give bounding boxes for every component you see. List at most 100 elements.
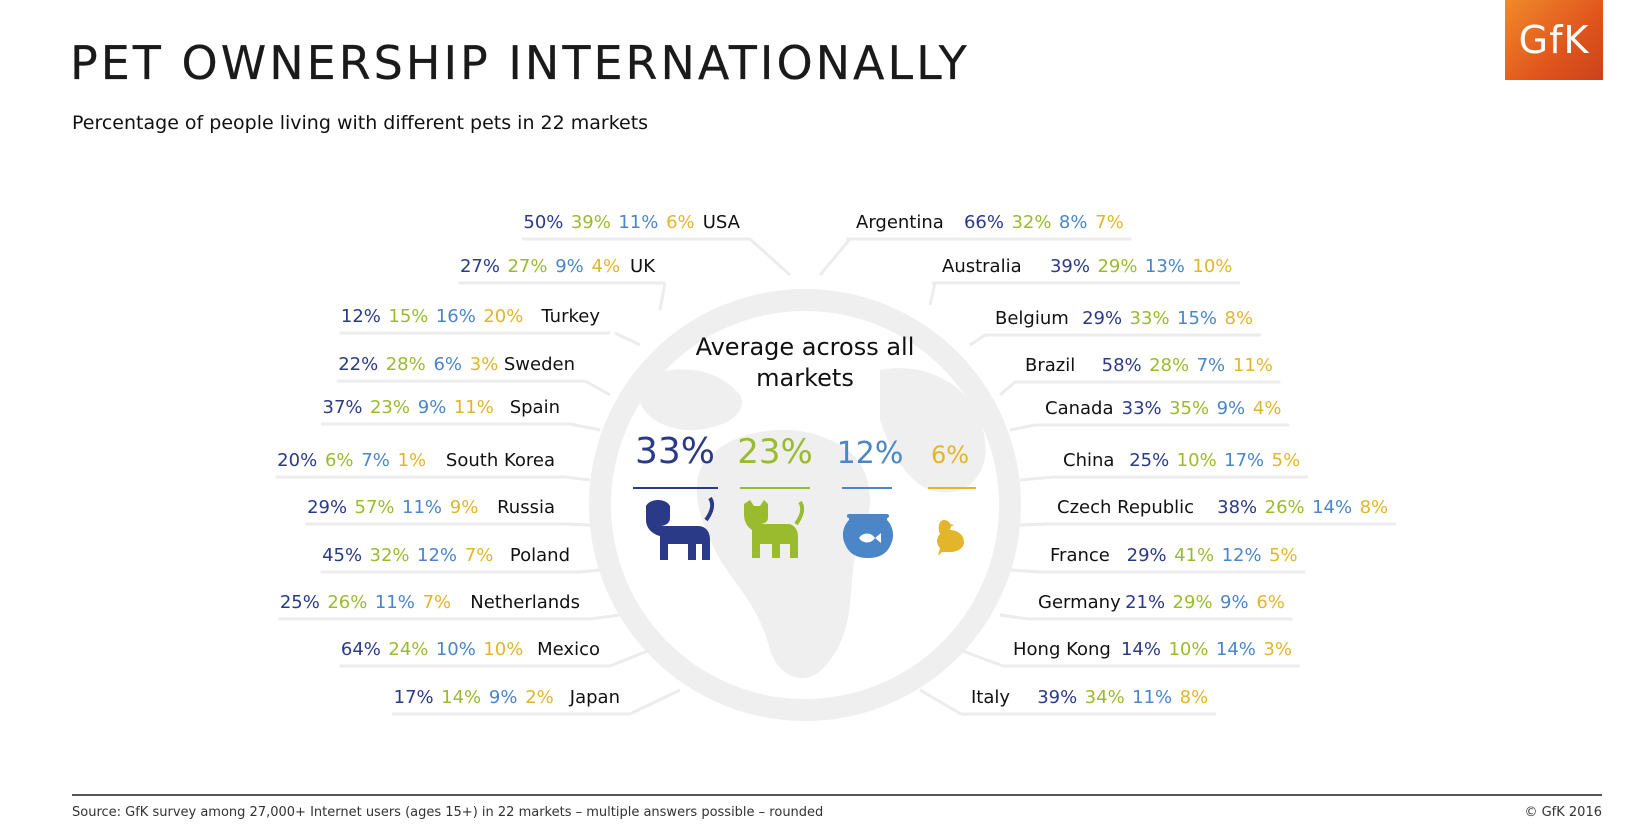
globe-background — [589, 289, 1021, 721]
value-label: 29% — [1127, 545, 1167, 566]
country-label: Sweden — [504, 354, 575, 375]
average-value-fish: 12% — [837, 436, 904, 471]
value-label: 11% — [375, 592, 415, 613]
value-label: 12% — [417, 545, 457, 566]
value-label: 29% — [307, 497, 347, 518]
dog-icon — [646, 496, 715, 560]
connector-line — [629, 688, 681, 716]
value-label: 15% — [388, 306, 428, 327]
value-label: 58% — [1102, 355, 1142, 376]
connector-line — [614, 331, 641, 347]
value-label: 38% — [1217, 497, 1257, 518]
value-label: 8% — [1225, 308, 1254, 329]
country-label: Belgium — [995, 308, 1069, 329]
connector-line — [564, 522, 591, 527]
market-row: Brazil 58% 28% 7% 11% — [1025, 355, 1273, 376]
value-label: 15% — [1177, 308, 1217, 329]
value-label: 11% — [1132, 687, 1172, 708]
footer-rule — [72, 794, 1602, 796]
country-label: Italy — [971, 687, 1010, 708]
connector-line — [959, 648, 1004, 668]
market-row: Argentina 66% 32% 8% 7% — [856, 212, 1124, 233]
value-label: 8% — [1059, 212, 1088, 233]
country-label: Russia — [497, 497, 555, 518]
connector-line — [589, 613, 621, 621]
value-label: 20% — [483, 306, 523, 327]
market-row: South Korea 1% 7% 6% 20% — [277, 450, 555, 471]
market-row: China 25% 10% 17% 5% — [1063, 450, 1300, 471]
average-value-bird: 6% — [931, 441, 969, 469]
country-label: Argentina — [856, 212, 944, 233]
connector-line — [1019, 475, 1054, 482]
connector-line — [999, 380, 1016, 397]
value-label: 9% — [555, 256, 584, 277]
value-label: 28% — [1149, 355, 1189, 376]
value-label: 6% — [1256, 592, 1285, 613]
value-label: 7% — [1095, 212, 1124, 233]
country-label: USA — [703, 212, 741, 233]
value-label: 20% — [277, 450, 317, 471]
value-label: 14% — [441, 687, 481, 708]
connector-line — [584, 379, 611, 397]
average-value-cat: 23% — [737, 432, 813, 472]
market-row: Spain 11% 9% 23% 37% — [323, 397, 560, 418]
country-label: Mexico — [537, 639, 600, 660]
value-label: 27% — [507, 256, 547, 277]
country-label: South Korea — [446, 450, 555, 471]
value-label: 10% — [483, 639, 523, 660]
value-label: 10% — [1192, 256, 1232, 277]
value-label: 10% — [1177, 450, 1217, 471]
value-label: 26% — [1265, 497, 1305, 518]
value-label: 9% — [450, 497, 479, 518]
value-label: 35% — [1169, 398, 1209, 419]
bird-icon — [937, 520, 964, 556]
value-label: 11% — [618, 212, 658, 233]
country-label: Poland — [510, 545, 570, 566]
value-label: 34% — [1085, 687, 1125, 708]
market-row: Netherlands 7% 11% 26% 25% — [280, 592, 580, 613]
country-label: Canada — [1045, 398, 1114, 419]
value-label: 6% — [433, 354, 462, 375]
globe-landmass — [638, 369, 742, 430]
value-label: 25% — [280, 592, 320, 613]
logo-text: GfK — [1518, 18, 1590, 62]
value-label: 27% — [460, 256, 500, 277]
value-label: 29% — [1173, 592, 1213, 613]
country-label: China — [1063, 450, 1114, 471]
value-label: 45% — [322, 545, 362, 566]
value-label: 39% — [1037, 687, 1077, 708]
value-label: 57% — [355, 497, 395, 518]
market-row: Poland 7% 12% 32% 45% — [322, 545, 570, 566]
value-label: 10% — [436, 639, 476, 660]
globe-landmass — [696, 430, 870, 679]
connector-line — [818, 238, 852, 276]
value-label: 37% — [323, 397, 363, 418]
value-label: 9% — [489, 687, 518, 708]
value-label: 29% — [1082, 308, 1122, 329]
connector-line — [748, 237, 792, 277]
value-label: 4% — [1253, 398, 1282, 419]
value-label: 33% — [1122, 398, 1162, 419]
value-label: 7% — [361, 450, 390, 471]
value-label: 24% — [388, 639, 428, 660]
value-label: 26% — [327, 592, 367, 613]
value-label: 14% — [1312, 497, 1352, 518]
country-label: Czech Republic — [1057, 497, 1194, 518]
value-label: 4% — [592, 256, 621, 277]
value-label: 2% — [525, 687, 554, 708]
value-label: 39% — [571, 212, 611, 233]
value-label: 6% — [325, 450, 354, 471]
value-label: 9% — [1217, 398, 1246, 419]
market-row: Japan 2% 9% 14% 17% — [394, 687, 620, 708]
country-label: Germany — [1038, 592, 1121, 613]
value-label: 22% — [338, 354, 378, 375]
value-label: 7% — [423, 592, 452, 613]
globe-ring — [589, 289, 1021, 721]
value-label: 7% — [1197, 355, 1226, 376]
value-label: 5% — [1269, 545, 1298, 566]
value-label: 11% — [454, 397, 494, 418]
market-row: Turkey 20% 16% 15% 12% — [341, 306, 600, 327]
market-row: Australia 39% 29% 13% 10% — [942, 256, 1232, 277]
source-note: Source: GfK survey among 27,000+ Interne… — [72, 805, 824, 820]
